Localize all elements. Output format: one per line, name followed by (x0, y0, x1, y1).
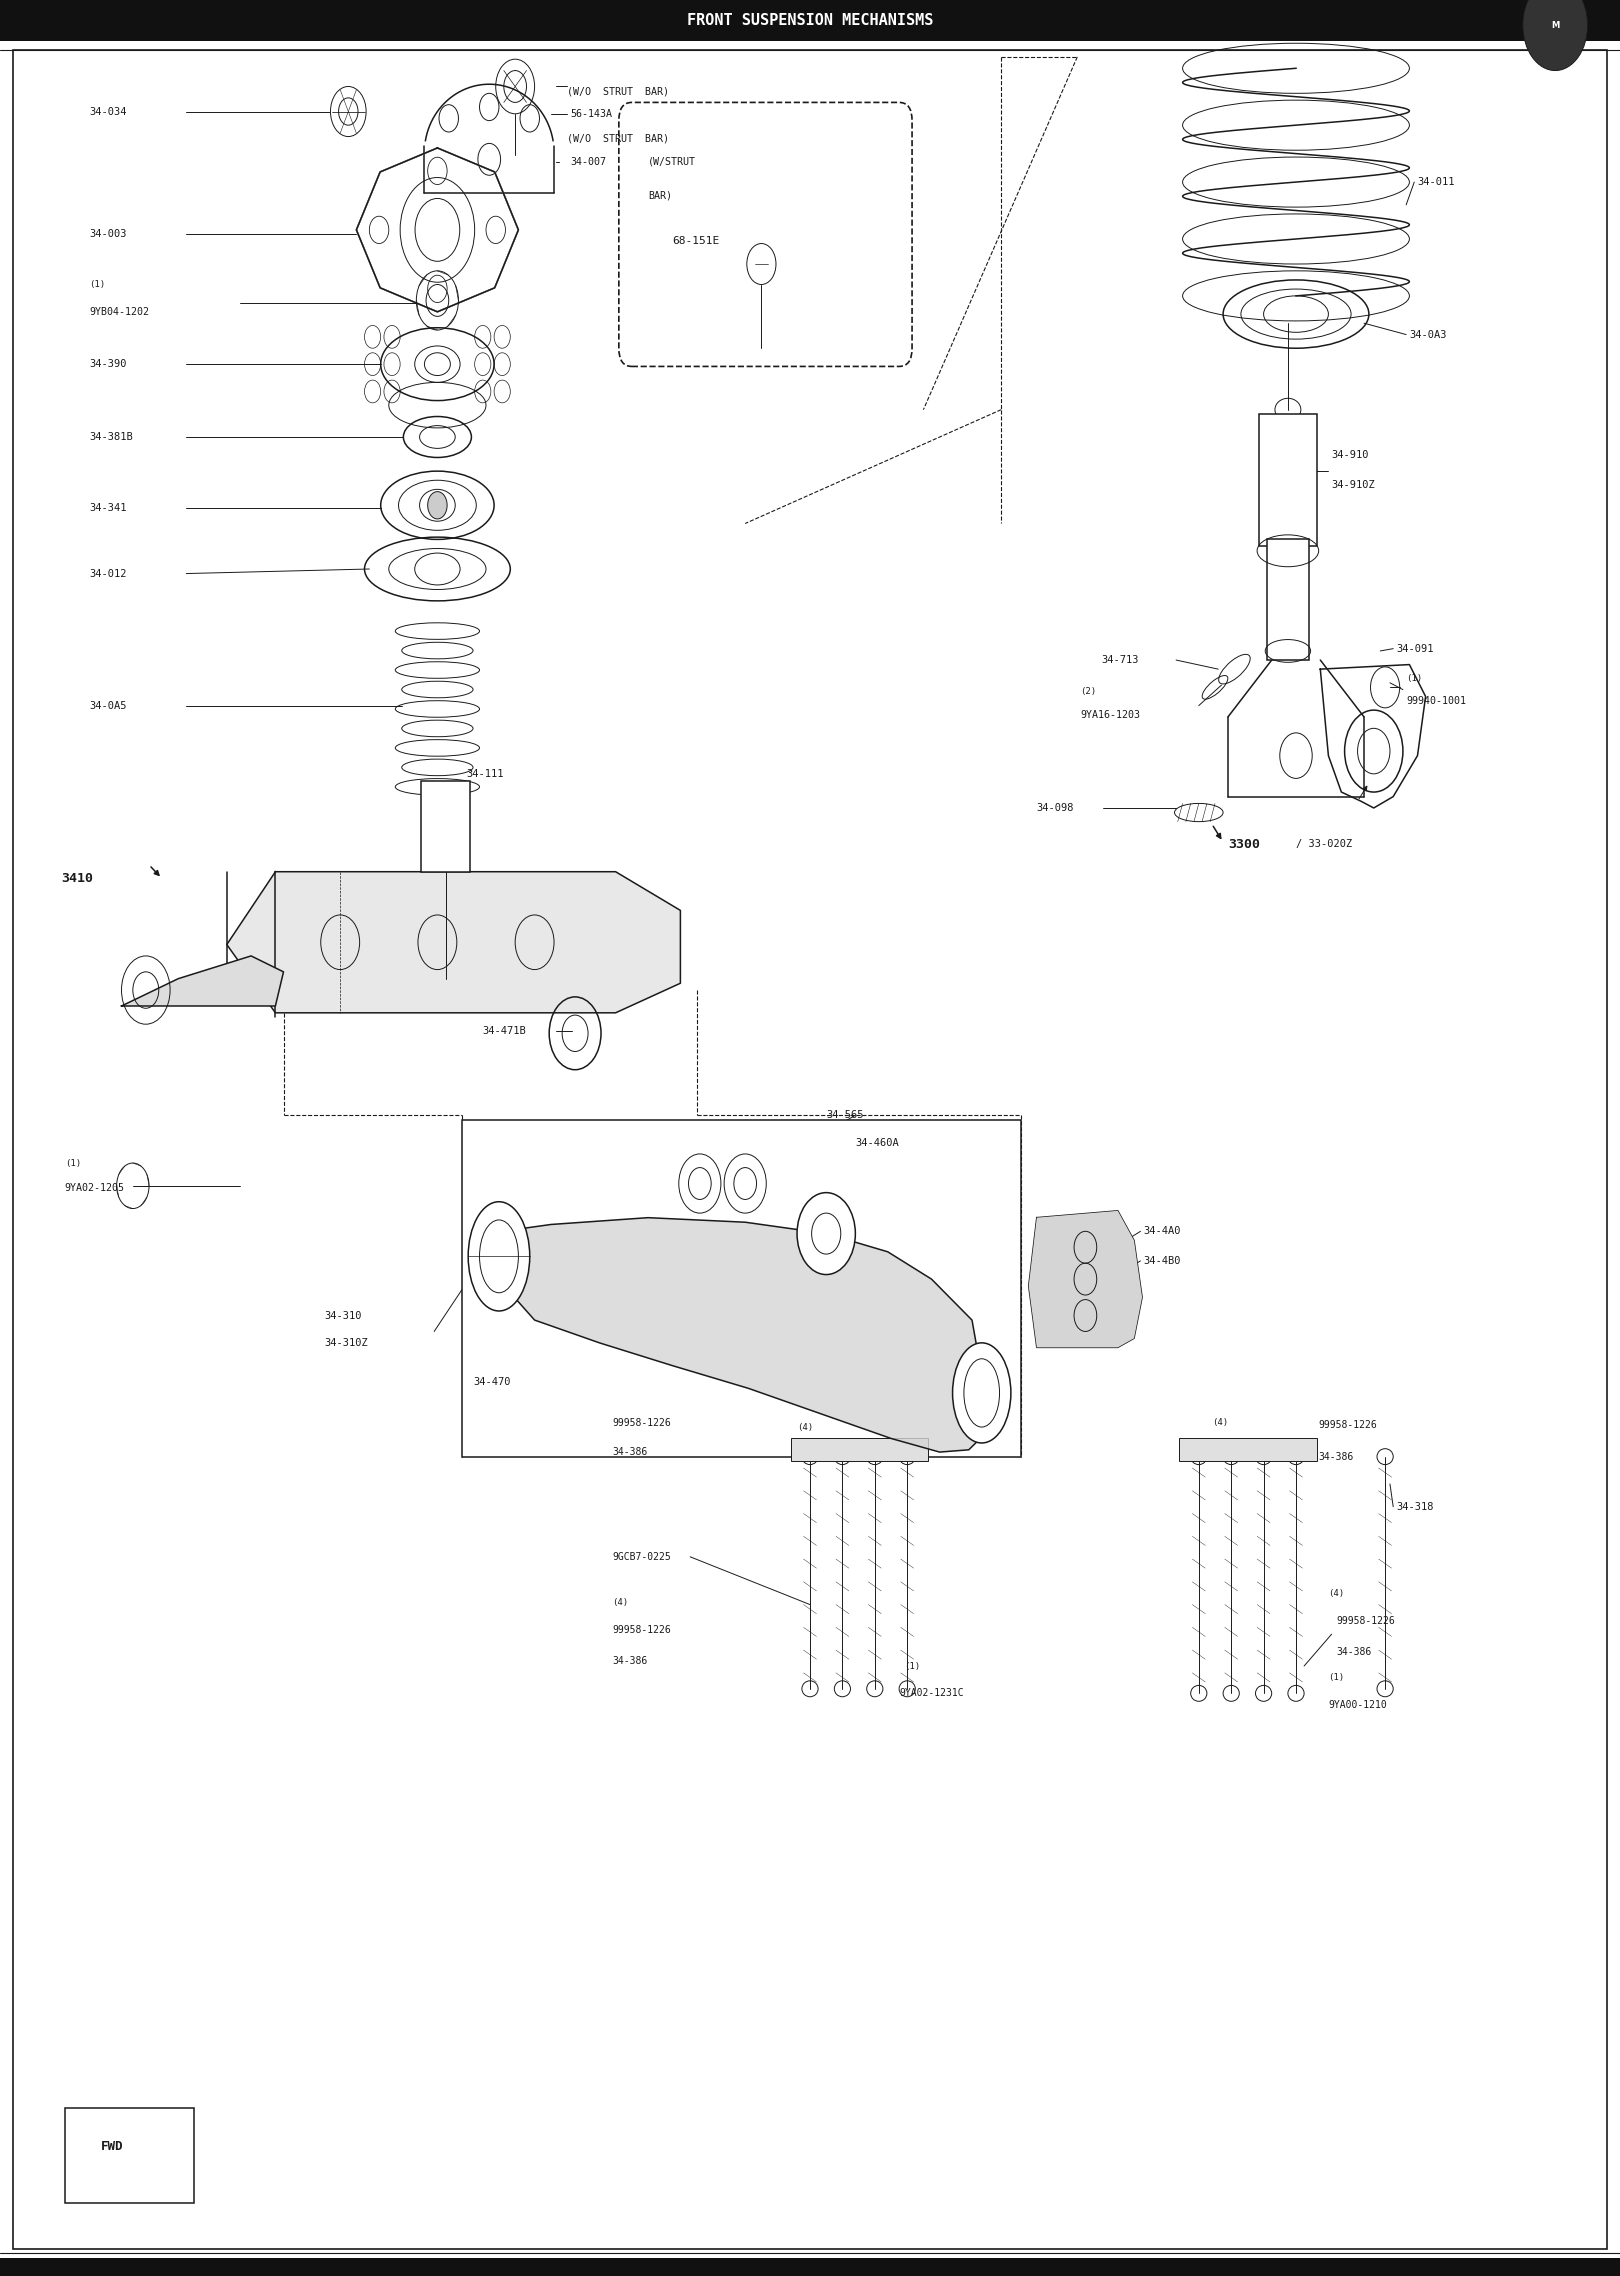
Text: BAR): BAR) (648, 191, 672, 200)
Ellipse shape (468, 1202, 530, 1311)
Text: 34-012: 34-012 (89, 569, 126, 578)
Ellipse shape (480, 1220, 518, 1293)
Circle shape (812, 1213, 841, 1254)
Text: 34-341: 34-341 (89, 503, 126, 512)
Ellipse shape (964, 1359, 1000, 1427)
Text: 34-386: 34-386 (1336, 1648, 1372, 1657)
Polygon shape (1029, 1211, 1142, 1347)
Bar (0, 2258, 1620, 2276)
Bar (421, 781, 470, 872)
Circle shape (797, 1193, 855, 1275)
Text: 34-4B0: 34-4B0 (1144, 1256, 1181, 1265)
Bar (65, 2108, 194, 2203)
Text: 99958-1226: 99958-1226 (612, 1418, 671, 1427)
Text: 34-4A0: 34-4A0 (1144, 1227, 1181, 1236)
Ellipse shape (953, 1343, 1011, 1443)
Text: 34-386: 34-386 (1319, 1452, 1354, 1461)
Text: 99958-1226: 99958-1226 (1319, 1420, 1377, 1429)
Polygon shape (227, 872, 680, 1013)
Text: 34-565: 34-565 (826, 1111, 863, 1120)
Text: M: M (1550, 20, 1560, 30)
Circle shape (1523, 0, 1588, 71)
Text: (1): (1) (1328, 1673, 1345, 1682)
Text: (W/STRUT: (W/STRUT (648, 157, 697, 166)
Bar (1267, 539, 1309, 660)
Text: FWD: FWD (100, 2139, 123, 2153)
Text: 9GCB7-0225: 9GCB7-0225 (612, 1552, 671, 1561)
Text: 34-910Z: 34-910Z (1332, 480, 1375, 489)
Text: 9YA02-1205: 9YA02-1205 (65, 1184, 125, 1193)
Text: (W/O  STRUT  BAR): (W/O STRUT BAR) (567, 134, 669, 143)
Text: 99958-1226: 99958-1226 (612, 1625, 671, 1634)
Text: (W/O  STRUT  BAR): (W/O STRUT BAR) (567, 86, 669, 96)
Text: 34-386: 34-386 (612, 1448, 648, 1457)
Text: 34-098: 34-098 (1037, 803, 1074, 813)
Text: 34-713: 34-713 (1102, 655, 1139, 665)
Text: 34-381B: 34-381B (89, 432, 133, 442)
Bar (0, 0, 1620, 41)
Text: (1): (1) (65, 1158, 81, 1168)
Text: 9YA00-1210: 9YA00-1210 (1328, 1700, 1387, 1709)
Circle shape (428, 492, 447, 519)
Text: (4): (4) (612, 1598, 629, 1607)
Text: (1): (1) (1406, 674, 1422, 683)
Text: 9YA16-1203: 9YA16-1203 (1081, 710, 1140, 719)
Text: (4): (4) (1328, 1589, 1345, 1598)
Polygon shape (486, 1218, 988, 1452)
Text: (4): (4) (1212, 1418, 1228, 1427)
Text: 34-910: 34-910 (1332, 451, 1369, 460)
Text: 34-460A: 34-460A (855, 1138, 899, 1147)
Bar (1179, 1438, 1317, 1461)
Text: 34-034: 34-034 (89, 107, 126, 116)
Text: 99940-1001: 99940-1001 (1406, 696, 1466, 706)
Circle shape (679, 1154, 721, 1213)
Text: (2): (2) (1081, 687, 1097, 696)
Text: 9YA02-1231C: 9YA02-1231C (899, 1689, 964, 1698)
Text: 34-310: 34-310 (324, 1311, 361, 1320)
Text: 34-318: 34-318 (1396, 1502, 1434, 1511)
Text: 3300: 3300 (1228, 838, 1260, 851)
Polygon shape (122, 956, 284, 1006)
Text: (1): (1) (904, 1661, 920, 1671)
Circle shape (724, 1154, 766, 1213)
Bar (1259, 414, 1317, 546)
Text: 34-007: 34-007 (570, 157, 606, 166)
Text: 68-151E: 68-151E (672, 237, 719, 246)
Text: 34-011: 34-011 (1418, 178, 1455, 187)
Text: (1): (1) (89, 280, 105, 289)
Text: 34-471B: 34-471B (483, 1026, 526, 1036)
Text: 3410: 3410 (62, 872, 94, 885)
Text: 34-0A3: 34-0A3 (1409, 330, 1447, 339)
Bar (462, 1120, 1021, 1457)
Text: (4): (4) (797, 1422, 813, 1432)
Text: 9YB04-1202: 9YB04-1202 (89, 307, 149, 316)
Text: / 33-020Z: / 33-020Z (1296, 840, 1353, 849)
Bar (791, 1438, 928, 1461)
Text: 34-003: 34-003 (89, 230, 126, 239)
Text: 34-390: 34-390 (89, 360, 126, 369)
Text: 34-091: 34-091 (1396, 644, 1434, 653)
Text: 56-143A: 56-143A (570, 109, 612, 118)
Text: 34-0A5: 34-0A5 (89, 701, 126, 710)
Text: 99958-1226: 99958-1226 (1336, 1616, 1395, 1625)
Text: 34-470: 34-470 (473, 1377, 510, 1386)
Text: 34-386: 34-386 (612, 1657, 648, 1666)
Text: 34-310Z: 34-310Z (324, 1338, 368, 1347)
Text: 34-111: 34-111 (467, 769, 504, 778)
Text: FRONT SUSPENSION MECHANISMS: FRONT SUSPENSION MECHANISMS (687, 14, 933, 27)
